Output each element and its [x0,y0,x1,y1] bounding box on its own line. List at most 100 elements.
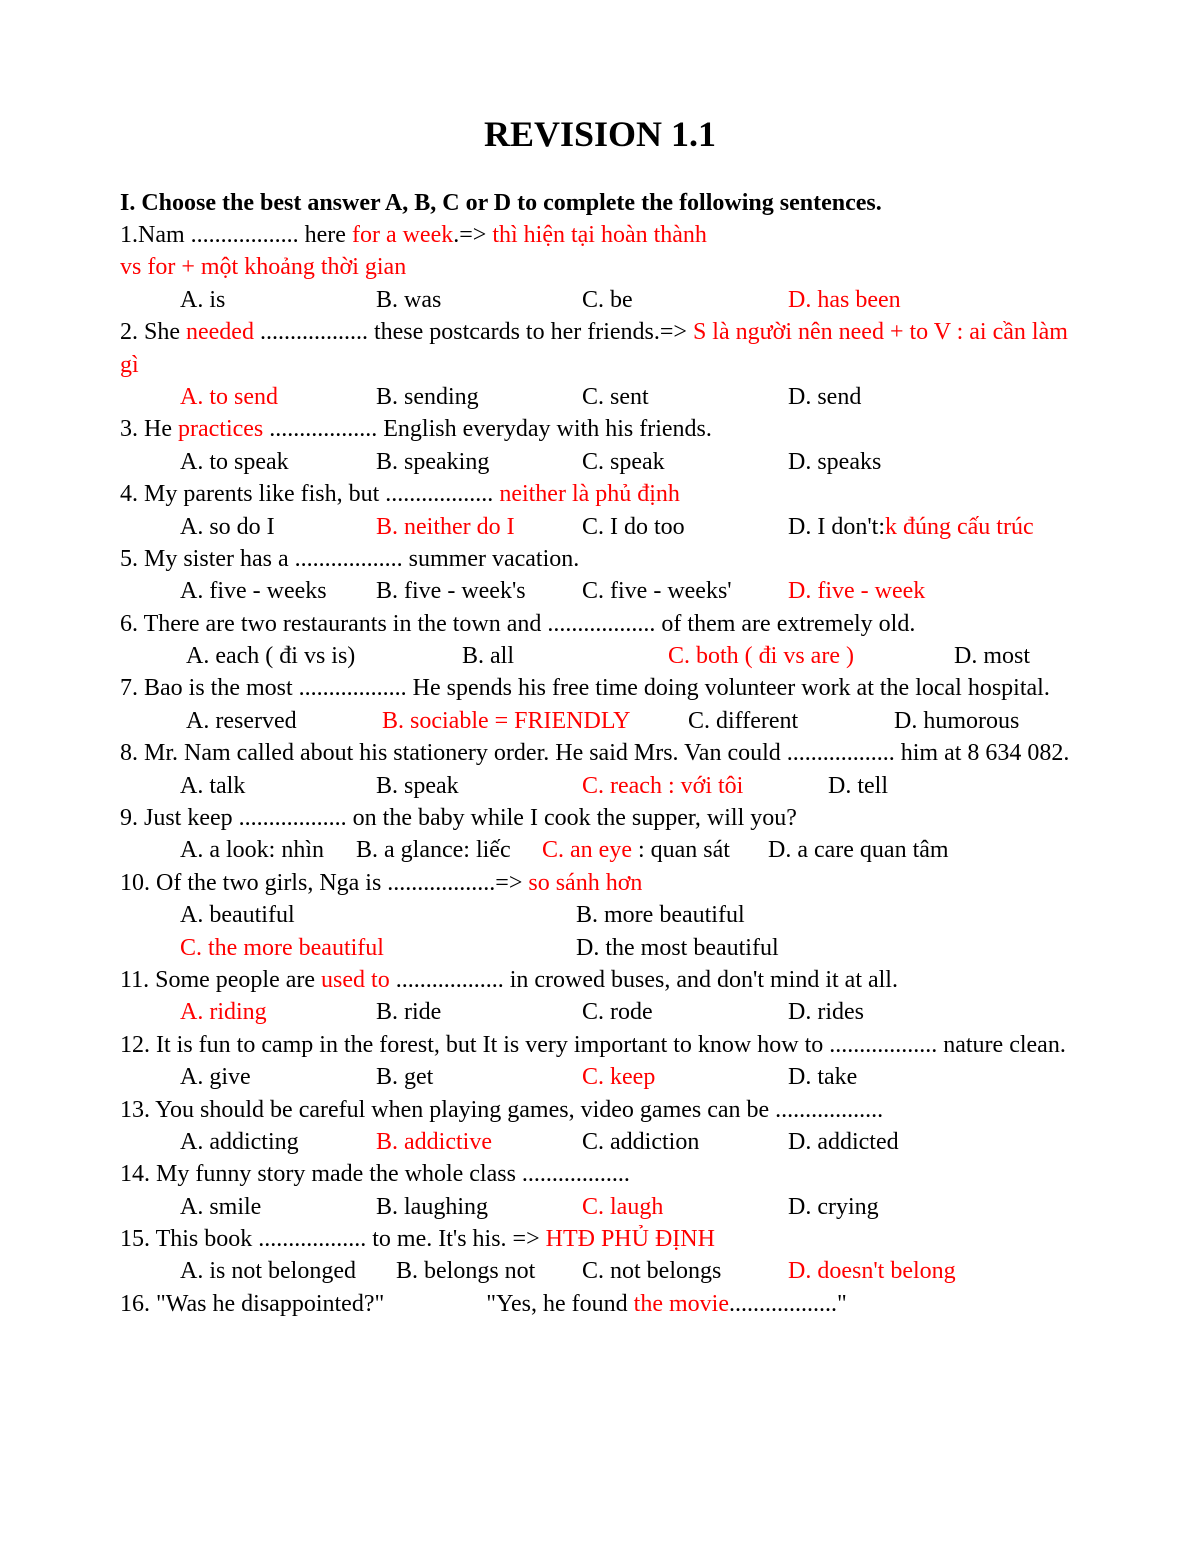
q14-line: 14. My funny story made the whole class … [120,1158,1080,1190]
q5-opt-d: D. five - week [788,575,925,607]
q3-opt-d: D. speaks [788,446,881,478]
q15-opt-b: B. belongs not [396,1255,576,1287]
q3-p1: 3. He [120,416,178,442]
q8-line: 8. Mr. Nam called about his stationery o… [120,737,1080,769]
q4-r1: neither là phủ định [499,481,680,507]
q7-opt-a: A. reserved [186,705,376,737]
q15-opt-d: D. doesn't belong [788,1255,956,1287]
q1-text-pre: 1.Nam .................. here [120,222,352,248]
q2-p1: 2. She [120,319,186,345]
q3-opt-c: C. speak [582,446,782,478]
q8-options: A. talk B. speak C. reach : với tôi D. t… [120,770,1080,802]
q13-line: 13. You should be careful when playing g… [120,1094,1080,1126]
q12-line: 12. It is fun to camp in the forest, but… [120,1029,1080,1061]
q15-line: 15. This book .................. to me. … [120,1223,1080,1255]
q8-c-pre: C. reach [582,773,662,799]
q14-opt-a: A. smile [180,1191,370,1223]
q3-p2: .................. English everyday with… [263,416,712,442]
q2-opt-d: D. send [788,381,861,413]
q5-opt-a: A. five - weeks [180,575,370,607]
q9-opt-c: C. an eye : quan sát [542,834,762,866]
q11-opt-d: D. rides [788,996,864,1028]
q2-p2: .................. these postcards to he… [254,319,693,345]
q16-gap [384,1291,486,1317]
q13-opt-a: A. addicting [180,1126,370,1158]
q2-r1: needed [186,319,254,345]
q3-line: 3. He practices .................. Engli… [120,413,1080,445]
q1-opt-c: C. be [582,284,782,316]
q4-opt-b: B. neither do I [376,511,576,543]
q1-line2: vs for + một khoảng thời gian [120,251,1080,283]
q5-line: 5. My sister has a .................. su… [120,543,1080,575]
q13-opt-d: D. addicted [788,1126,899,1158]
q2-opt-a: A. to send [180,381,370,413]
q5-options: A. five - weeks B. five - week's C. five… [120,575,1080,607]
section-heading: I. Choose the best answer A, B, C or D t… [120,187,1080,219]
q13-opt-b: B. addictive [376,1126,576,1158]
q10-opt-b: B. more beautiful [576,899,745,931]
q6-opt-d: D. most [954,640,1030,672]
document-page: REVISION 1.1 I. Choose the best answer A… [0,0,1200,1553]
q14-opt-d: D. crying [788,1191,879,1223]
q14-options: A. smile B. laughing C. laugh D. crying [120,1191,1080,1223]
q9-line: 9. Just keep .................. on the b… [120,802,1080,834]
q2-opt-c: C. sent [582,381,782,413]
q16-line: 16. "Was he disappointed?" "Yes, he foun… [120,1288,1080,1320]
q9-options: A. a look: nhìn B. a glance: liếc C. an … [120,834,1080,866]
q10-opt-d: D. the most beautiful [576,932,779,964]
q13-opt-c: C. addiction [582,1126,782,1158]
q8-opt-d: D. tell [828,770,888,802]
q15-opt-c: C. not belongs [582,1255,782,1287]
q10-r1: so sánh hơn [528,870,642,896]
q11-r1: used to [321,967,390,993]
q9-opt-d: D. a care quan tâm [768,834,949,866]
q15-p1: 15. This book .................. to me. … [120,1226,546,1252]
q3-options: A. to speak B. speaking C. speak D. spea… [120,446,1080,478]
q1-red1: for a week [352,222,453,248]
q10-opt-a: A. beautiful [180,899,570,931]
q7-opt-c: C. different [688,705,888,737]
q6-line: 6. There are two restaurants in the town… [120,608,1080,640]
q11-opt-c: C. rode [582,996,782,1028]
q4-options: A. so do I B. neither do I C. I do too D… [120,511,1080,543]
q15-options: A. is not belonged B. belongs not C. not… [120,1255,1080,1287]
q16-p1: 16. "Was he disappointed?" [120,1291,384,1317]
q9-opt-a: A. a look: nhìn [180,834,350,866]
q7-opt-d: D. humorous [894,705,1019,737]
q1-opt-b: B. was [376,284,576,316]
q16-r1: the movie [634,1291,729,1317]
q1-red2: thì hiện tại hoàn thành [492,222,707,248]
q11-line: 11. Some people are used to ............… [120,964,1080,996]
q5-opt-b: B. five - week's [376,575,576,607]
q1-line1: 1.Nam .................. here for a week… [120,219,1080,251]
q7-line: 7. Bao is the most .................. He… [120,672,1080,704]
q9-opt-b: B. a glance: liếc [356,834,536,866]
q12-opt-c: C. keep [582,1061,782,1093]
q9-c-after: : quan sát [632,837,730,863]
q6-opt-a: A. each ( đi vs is) [186,640,456,672]
q4-line: 4. My parents like fish, but ...........… [120,478,1080,510]
q15-opt-a: A. is not belonged [180,1255,390,1287]
q4-opt-c: C. I do too [582,511,782,543]
q3-opt-b: B. speaking [376,446,576,478]
q2-options: A. to send B. sending C. sent D. send [120,381,1080,413]
page-title: REVISION 1.1 [120,110,1080,159]
q11-p1: 11. Some people are [120,967,321,993]
q7-b-pre: B. sociable [382,708,489,734]
q6-opt-b: B. all [462,640,662,672]
q1-opt-a: A. is [180,284,370,316]
q12-options: A. give B. get C. keep D. take [120,1061,1080,1093]
q10-options-row2: C. the more beautiful D. the most beauti… [120,932,1080,964]
q10-opt-c: C. the more beautiful [180,932,570,964]
q1-mid: .=> [453,222,492,248]
q16-p2: "Yes, he found [486,1291,633,1317]
q6-options: A. each ( đi vs is) B. all C. both ( đi … [120,640,1080,672]
q11-opt-b: B. ride [376,996,576,1028]
q6-opt-c: C. both ( đi vs are ) [668,640,948,672]
q4-opt-a: A. so do I [180,511,370,543]
q3-opt-a: A. to speak [180,446,370,478]
q2-opt-b: B. sending [376,381,576,413]
q11-options: A. riding B. ride C. rode D. rides [120,996,1080,1028]
q4-p1: 4. My parents like fish, but ...........… [120,481,499,507]
q4-opt-d-red: k đúng cấu trúc [885,514,1034,540]
